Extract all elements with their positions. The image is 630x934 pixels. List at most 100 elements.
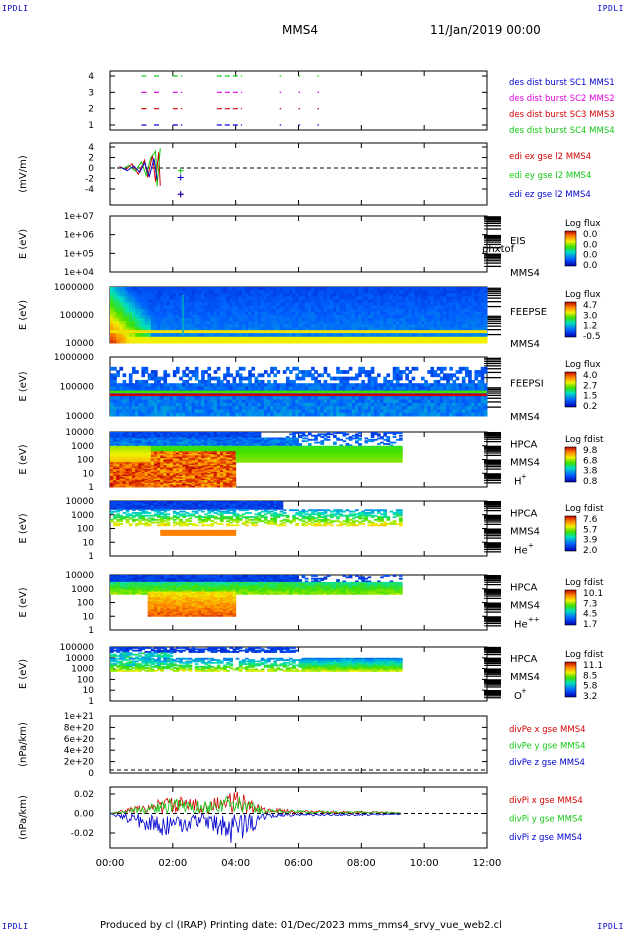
spectrogram-cell [402,318,406,322]
spectrogram-cell [452,402,457,407]
spectrogram-cell [110,443,114,445]
spectrogram-cell [411,287,416,291]
spectrogram-cell [370,327,375,332]
spectrogram-cell [138,409,142,414]
spectrogram-cell [119,449,124,452]
spectrogram-cell [153,327,158,332]
spectrogram-cell [110,459,114,462]
spectrogram-cell [144,333,149,338]
spectrogram-cell [166,324,171,328]
spectrogram-cell [175,471,180,474]
spectrogram-cell [458,370,463,374]
spectrogram-cell [267,324,271,328]
spectrogram-cell [452,339,457,344]
spectrogram-cell [480,287,485,291]
spectrogram-cell [355,327,359,332]
spectrogram-cell [160,469,164,471]
spectrogram-cell [210,305,215,310]
spectrogram-cell [150,434,155,437]
spectrogram-cell [270,299,274,304]
spectrogram-cell [169,296,174,300]
spectrogram-cell [367,293,372,297]
spectrogram-cell [138,315,142,319]
spectrogram-cell [238,324,243,328]
spectrogram-cell [380,324,384,328]
spectrogram-cell [314,296,318,300]
spectrogram-cell [314,396,318,401]
spectrogram-cell [433,299,438,304]
spectrogram-cell [405,333,409,338]
spectrogram-cell [125,383,130,387]
spectrogram-cell [248,324,252,328]
spectrogram-cell [248,379,252,384]
spectrogram-cell [480,296,485,300]
spectrogram-cell [185,293,190,297]
spectrogram-cell [474,409,479,414]
spectrogram-cell [201,373,205,378]
spectrogram-cell [110,438,114,441]
spectrogram-cell [311,373,315,378]
spectrogram-cell [175,455,180,458]
spectrogram-cell [449,296,453,300]
spectrogram-cell [276,386,281,391]
spectrogram-cell [147,339,152,344]
spectrogram-cell [113,296,117,300]
spectrogram-cell [172,437,177,440]
spectrogram-cell [392,336,397,341]
spectrogram-cell [232,386,237,391]
spectrogram-cell [329,333,334,338]
spectrogram-cell [295,406,299,410]
spectrogram-cell [270,366,274,371]
spectrogram-cell [399,406,403,410]
spectrogram-cell [141,290,146,294]
spectrogram-cell [399,290,403,294]
spectrogram-cell [329,305,334,310]
spectrogram-cell [110,324,114,328]
spectrogram-cell [289,308,293,313]
spectrogram-cell [260,339,265,344]
spectrogram-cell [150,454,155,456]
spectrogram-cell [141,449,146,452]
spectrogram-cell [348,386,353,391]
spectrogram-cell [210,386,215,391]
spectrogram-cell [163,441,168,444]
spectrogram-cell [179,454,183,456]
spectrogram-cell [194,315,199,319]
spectrogram-cell [207,287,212,291]
spectrogram-cell [235,287,240,291]
spectrogram-cell [169,451,174,454]
spectrogram-cell [311,409,315,414]
spectrogram-cell [179,455,183,458]
spectrogram-cell [226,409,230,414]
spectrogram-cell [232,296,237,300]
spectrogram-cell [477,327,482,332]
spectrogram-cell [320,318,325,322]
spectrogram-cell [135,296,139,300]
spectrogram-cell [270,321,274,325]
spectrogram-cell [471,287,475,291]
spectrogram-cell [119,484,124,487]
spectrogram-cell [471,293,475,297]
spectrogram-cell [223,290,227,294]
spectrogram-cell [169,287,174,291]
spectrogram-cell [480,333,485,338]
spectrogram-cell [179,305,183,310]
spectrogram-cell [131,478,136,481]
spectrogram-cell [110,478,114,481]
spectrogram-cell [125,455,130,458]
spectrogram-cell [373,379,378,384]
spectrogram-cell [248,396,252,401]
spectrogram-cell [119,443,124,445]
spectrogram-cell [282,399,287,404]
spectrogram-cell [166,477,171,480]
spectrogram-cell [436,327,441,332]
spectrogram-cell [405,324,409,328]
spectrogram-cell [367,311,372,316]
spectrogram-cell [128,460,133,463]
spectrogram-cell [458,287,463,291]
spectrogram-cell [380,383,384,387]
spectrogram-cell [125,454,130,456]
spectrogram-cell [301,370,306,374]
spectrogram-cell [147,456,152,459]
spectrogram-cell [380,296,384,300]
